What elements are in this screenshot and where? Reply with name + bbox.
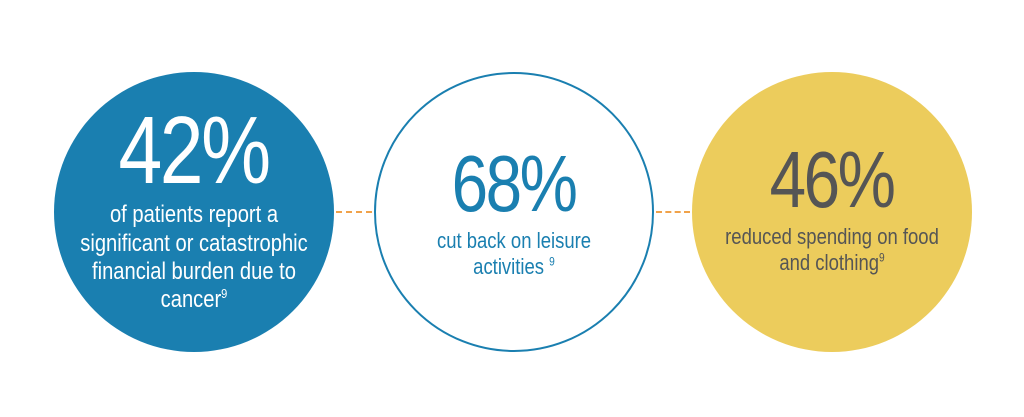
- dashed-connector: [656, 211, 690, 215]
- stat-circle-leisure: 68% cut back on leisure activities 9: [374, 72, 654, 352]
- footnote-marker: 9: [879, 250, 885, 265]
- stat-description-line: activities: [473, 254, 545, 279]
- stat-description-line-last: activities 9: [409, 254, 619, 280]
- stat-description: reduced spending on food and clothing9: [706, 224, 958, 276]
- dashed-connector: [336, 211, 372, 215]
- stat-description-line: cancer: [160, 286, 222, 314]
- stat-description-line-last: and clothing9: [706, 250, 958, 276]
- stat-description-line-last: cancer9: [68, 286, 320, 314]
- footnote-marker: 9: [549, 254, 555, 269]
- stat-value: 46%: [770, 135, 896, 225]
- stat-description-line: and clothing: [779, 250, 880, 275]
- stat-description-line: significant or catastrophic: [80, 229, 308, 257]
- stat-value: 68%: [452, 139, 578, 229]
- stat-description: of patients report a significant or cata…: [68, 201, 320, 314]
- stat-circle-financial-burden: 42% of patients report a significant or …: [54, 72, 334, 352]
- stat-value: 42%: [118, 97, 272, 205]
- stat-description: cut back on leisure activities 9: [409, 228, 619, 280]
- stat-circle-food-clothing: 46% reduced spending on food and clothin…: [692, 72, 972, 352]
- stat-description-line: of patients report a: [109, 201, 279, 229]
- footnote-marker: 9: [221, 286, 228, 302]
- stat-description-line: financial burden due to: [91, 258, 296, 285]
- stat-description-line: reduced spending on food: [725, 224, 939, 250]
- stat-description-line: cut back on leisure: [436, 228, 592, 254]
